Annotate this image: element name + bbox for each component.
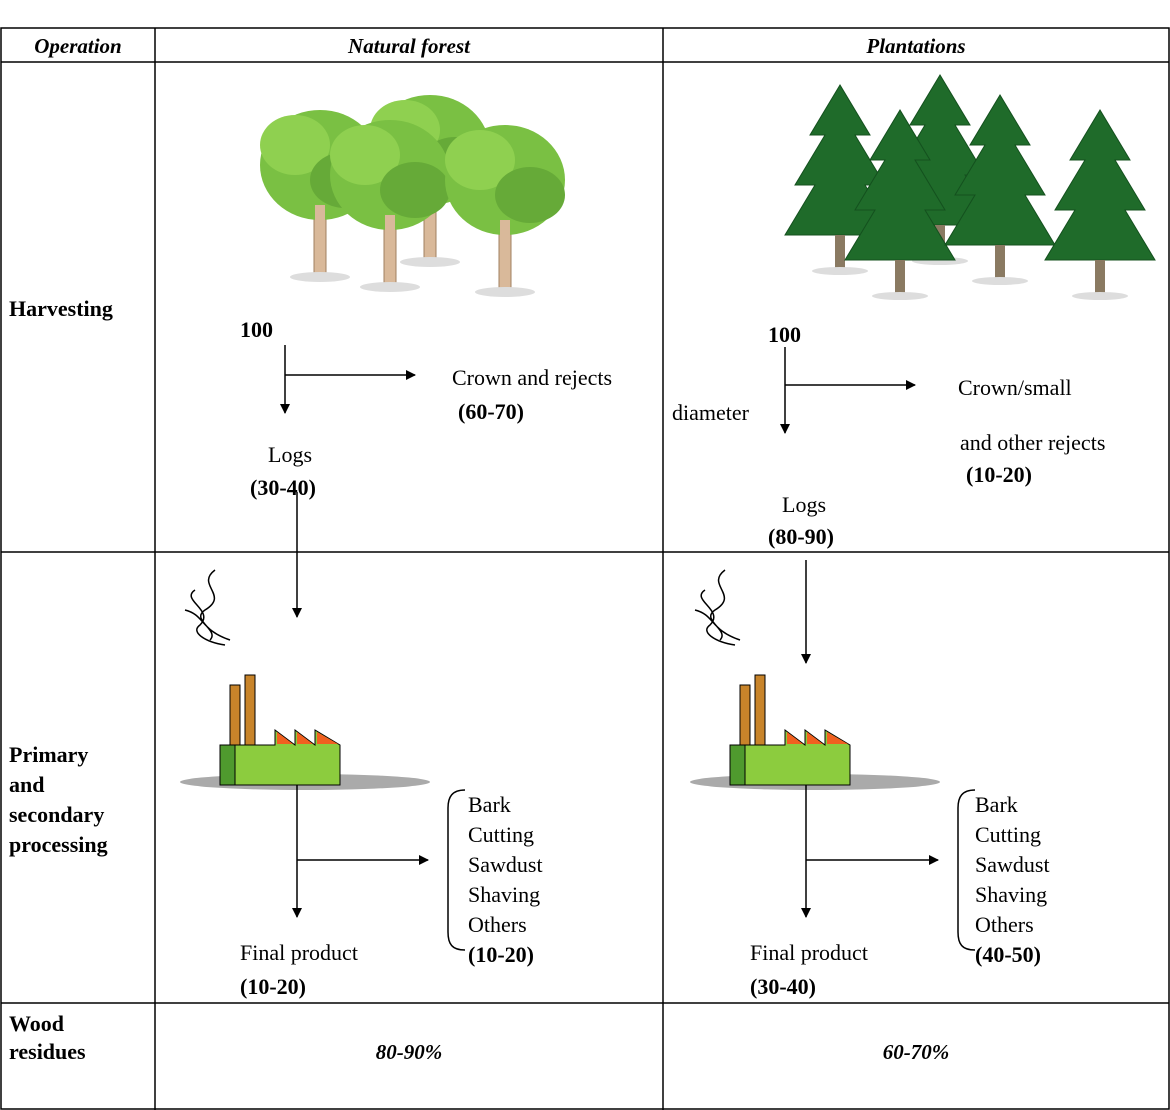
- brackets: [447, 789, 976, 951]
- cell-text: 80-90%: [376, 1040, 443, 1064]
- cell-text: Final product: [750, 940, 868, 965]
- cell-text: Shaving: [468, 882, 540, 907]
- pine-trees: [784, 74, 1156, 301]
- cell-text: (10-20): [966, 462, 1032, 487]
- cell-text: Plantations: [865, 34, 965, 58]
- factory-icon: [179, 569, 431, 791]
- cell-text: (40-50): [975, 942, 1041, 967]
- flow-arrows: [280, 345, 939, 918]
- cell-text: Sawdust: [468, 852, 543, 877]
- table-grid: [0, 27, 1170, 1110]
- cell-text: secondary: [9, 802, 104, 827]
- cell-text: residues: [9, 1039, 86, 1064]
- cell-text: Crown and rejects: [452, 365, 612, 390]
- cell-text: and: [9, 772, 44, 797]
- cell-text: 60-70%: [883, 1040, 950, 1064]
- cell-text: (60-70): [458, 399, 524, 424]
- cell-text: and other rejects: [960, 430, 1105, 455]
- cell-text: Wood: [9, 1011, 64, 1036]
- cell-text: Logs: [268, 442, 312, 467]
- cell-text: Others: [468, 912, 527, 937]
- cell-text: Cutting: [975, 822, 1041, 847]
- cell-text: Operation: [34, 34, 122, 58]
- cell-text: Shaving: [975, 882, 1047, 907]
- cell-text: (10-20): [240, 974, 306, 999]
- cell-text: Cutting: [468, 822, 534, 847]
- cell-text: Natural forest: [347, 34, 471, 58]
- cell-text: Bark: [975, 792, 1018, 817]
- cell-text: Crown/small: [958, 375, 1072, 400]
- cell-text: (80-90): [768, 524, 834, 549]
- deciduous-trees: [260, 95, 565, 297]
- cell-text: diameter: [672, 400, 750, 425]
- cell-text: Bark: [468, 792, 511, 817]
- cell-text: (30-40): [750, 974, 816, 999]
- cell-text: Final product: [240, 940, 358, 965]
- cell-text: Sawdust: [975, 852, 1050, 877]
- factory-icon: [689, 569, 941, 791]
- cell-text: Logs: [782, 492, 826, 517]
- cell-text: 100: [240, 317, 273, 342]
- cell-text: 100: [768, 322, 801, 347]
- cell-text: Primary: [9, 742, 88, 767]
- cell-text: Harvesting: [9, 296, 113, 321]
- cell-text: (30-40): [250, 475, 316, 500]
- cell-text: processing: [9, 832, 108, 857]
- cell-text: (10-20): [468, 942, 534, 967]
- cell-text: Others: [975, 912, 1034, 937]
